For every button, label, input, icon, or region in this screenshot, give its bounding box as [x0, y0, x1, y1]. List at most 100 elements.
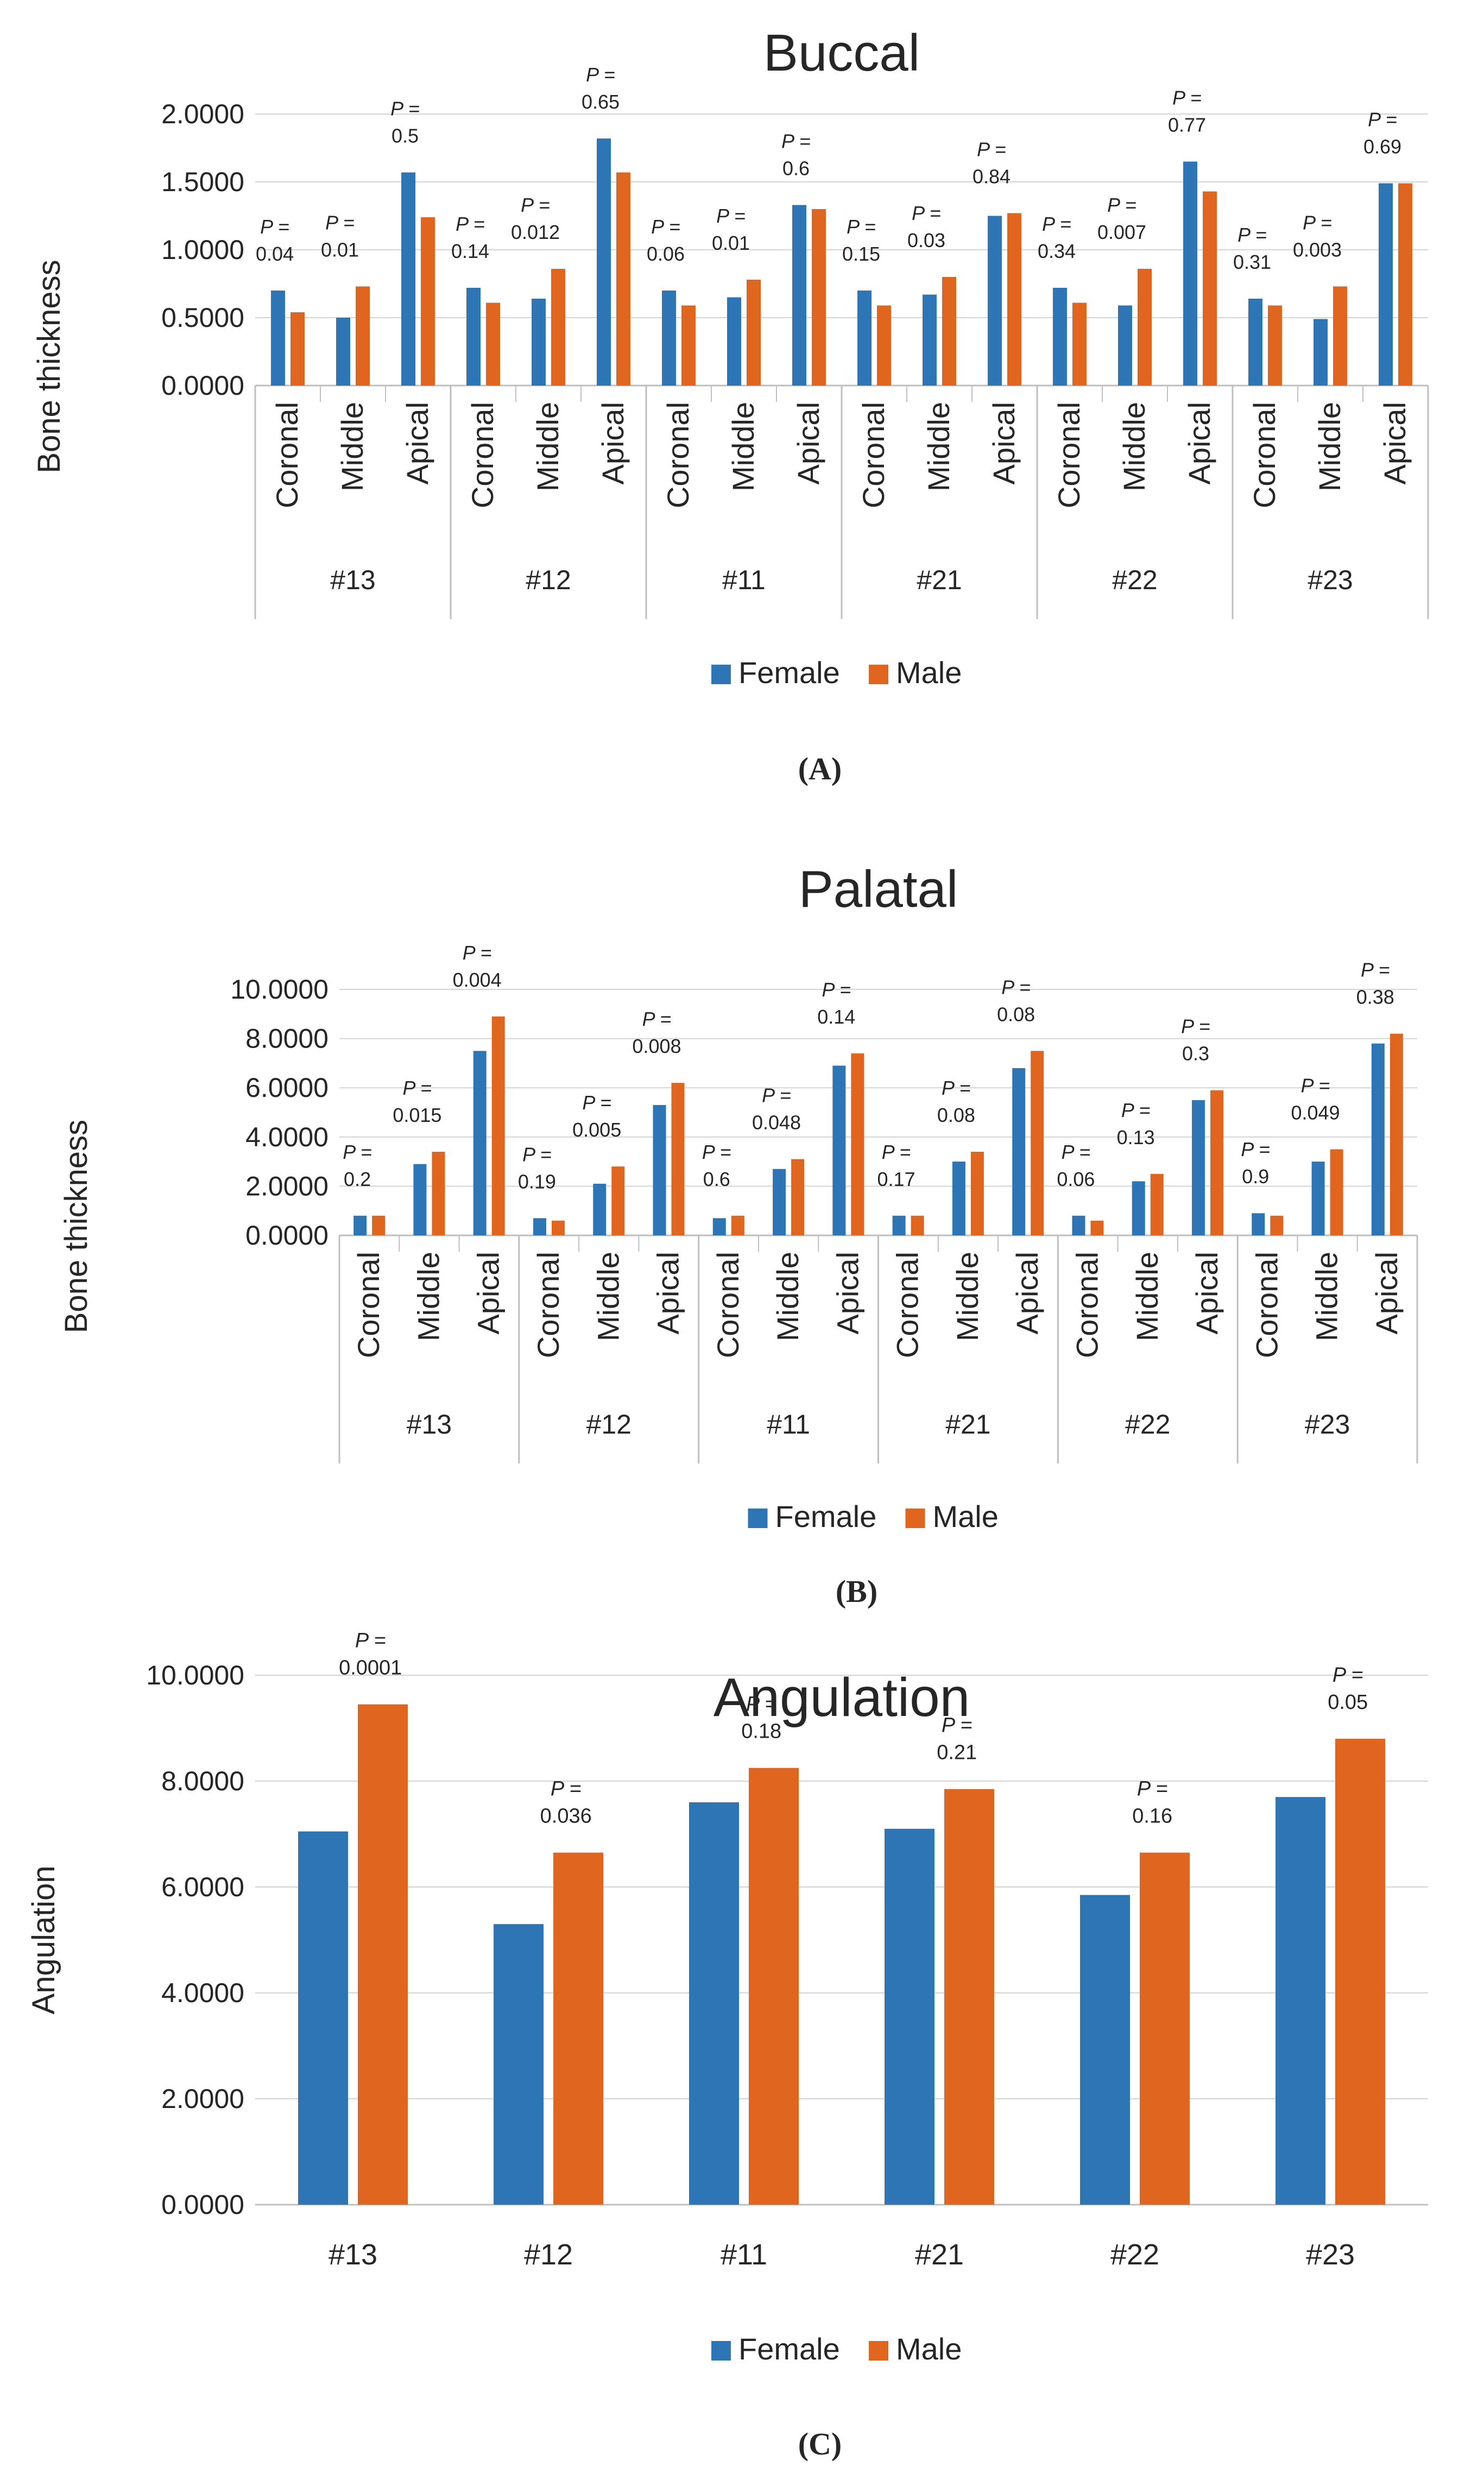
legend-swatch-female — [711, 2341, 731, 2361]
y-tick-label: 10.0000 — [230, 974, 329, 1005]
p-prefix-label: P = — [762, 1084, 791, 1107]
bar-female — [1314, 319, 1328, 386]
bar-male — [1138, 269, 1152, 386]
bar-male — [1390, 1033, 1403, 1235]
p-value-label: 0.08 — [997, 1003, 1035, 1025]
subcategory-label: Coronal — [270, 402, 304, 508]
legend-swatch-male — [869, 2341, 888, 2361]
p-prefix-label: P = — [847, 216, 876, 238]
legend-swatch-female — [748, 1509, 768, 1528]
p-value-label: 0.003 — [1293, 239, 1342, 261]
p-value-label: 0.14 — [817, 1006, 855, 1028]
group-label: #21 — [915, 2238, 964, 2271]
p-value-label: 0.0001 — [339, 1657, 402, 1680]
bar-male — [432, 1151, 445, 1235]
bar-male — [970, 1151, 984, 1235]
legend-label-male: Male — [896, 655, 962, 690]
bar-male — [944, 1789, 994, 2205]
y-tick-label: 2.0000 — [161, 2084, 244, 2114]
bar-female — [792, 205, 806, 386]
bar-female — [593, 1183, 607, 1235]
p-prefix-label: P = — [1121, 1099, 1151, 1121]
p-value-label: 0.048 — [752, 1112, 801, 1134]
bar-male — [877, 305, 891, 386]
bar-male — [851, 1053, 864, 1235]
p-prefix-label: P = — [702, 1141, 731, 1163]
subcategory-label: Middle — [726, 402, 760, 491]
p-value-label: 0.19 — [518, 1170, 556, 1192]
bar-male — [551, 1220, 565, 1235]
y-tick-label: 8.0000 — [161, 1766, 244, 1796]
legend-swatch-male — [905, 1509, 925, 1528]
bar-male — [681, 305, 696, 386]
bar-male — [1150, 1173, 1164, 1235]
p-prefix-label: P = — [390, 98, 420, 120]
bar-male — [942, 277, 956, 386]
subcategory-label: Middle — [411, 1252, 445, 1341]
y-tick-label: 0.0000 — [161, 370, 244, 401]
bar-male — [1072, 302, 1087, 386]
bar-male — [1031, 1051, 1044, 1235]
y-tick-label: 1.5000 — [161, 167, 244, 197]
bar-female — [1275, 1797, 1325, 2205]
subcategory-label: Coronal — [1070, 1252, 1104, 1358]
bar-female — [1371, 1043, 1385, 1235]
bar-female — [1252, 1213, 1265, 1235]
group-label: #22 — [1125, 1409, 1170, 1440]
p-prefix-label: P = — [343, 1141, 372, 1163]
p-value-label: 0.08 — [937, 1104, 975, 1126]
bar-male — [1090, 1220, 1104, 1235]
group-label: #22 — [1112, 565, 1157, 595]
subcategory-label: Coronal — [711, 1252, 745, 1358]
bar-male — [1007, 213, 1021, 386]
bar-female — [336, 318, 350, 386]
subcategory-label: Middle — [1310, 1252, 1344, 1341]
group-label: #22 — [1110, 2238, 1159, 2271]
p-value-label: 0.049 — [1291, 1101, 1340, 1124]
p-prefix-label: P = — [1062, 1141, 1091, 1163]
p-value-label: 0.2 — [344, 1168, 371, 1190]
subcategory-label: Coronal — [351, 1252, 386, 1358]
bar-female — [923, 294, 937, 386]
subcategory-label: Middle — [1130, 1252, 1164, 1341]
subcategory-label: Middle — [1312, 402, 1347, 491]
bar-female — [988, 216, 1002, 386]
bar-female — [1132, 1181, 1145, 1235]
group-label: #12 — [586, 1409, 632, 1440]
bar-female — [892, 1215, 906, 1235]
y-tick-label: 10.0000 — [146, 1660, 244, 1690]
group-label: #21 — [917, 565, 962, 595]
legend-label-female: Female — [775, 1499, 877, 1534]
p-prefix-label: P = — [355, 1630, 386, 1652]
p-prefix-label: P = — [1042, 213, 1071, 235]
group-label: #12 — [524, 2238, 573, 2271]
group-label: #11 — [722, 565, 766, 595]
subcategory-label: Coronal — [1052, 402, 1086, 508]
p-prefix-label: P = — [521, 194, 550, 216]
bar-female — [653, 1105, 666, 1235]
bar-male — [486, 302, 500, 386]
p-value-label: 0.04 — [256, 243, 294, 265]
bar-female — [832, 1065, 846, 1235]
chart-title: Palatal — [799, 860, 958, 918]
subcategory-label: Middle — [950, 1252, 984, 1341]
p-prefix-label: P = — [651, 216, 680, 238]
legend-label-female: Female — [738, 2332, 840, 2366]
bar-female — [712, 1218, 726, 1235]
p-prefix-label: P = — [522, 1143, 552, 1165]
p-value-label: 0.84 — [973, 166, 1011, 188]
legend-label-male: Male — [933, 1499, 999, 1534]
bar-female — [1118, 305, 1132, 386]
bar-male — [358, 1704, 408, 2205]
p-value-label: 0.15 — [842, 243, 880, 265]
legend-label-female: Female — [738, 655, 840, 690]
p-value-label: 0.06 — [1057, 1168, 1095, 1190]
bar-female — [413, 1164, 427, 1235]
bar-male — [1140, 1852, 1190, 2205]
subcategory-label: Coronal — [1249, 1252, 1284, 1358]
p-prefix-label: P = — [912, 202, 941, 224]
p-value-label: 0.38 — [1356, 986, 1394, 1008]
p-value-label: 0.9 — [1242, 1165, 1269, 1188]
bar-female — [1080, 1895, 1130, 2205]
p-value-label: 0.77 — [1168, 114, 1206, 136]
